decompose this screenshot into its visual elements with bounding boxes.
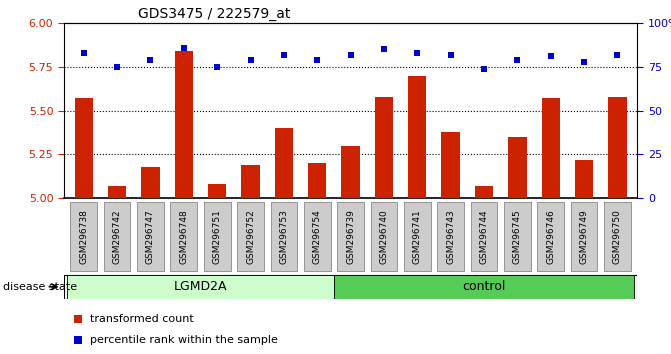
Text: GSM296754: GSM296754 [313,209,321,264]
FancyBboxPatch shape [104,202,130,270]
Point [72,337,83,343]
Bar [208,184,226,198]
Text: GSM296752: GSM296752 [246,209,255,264]
Point [345,52,356,57]
FancyBboxPatch shape [370,202,397,270]
Text: GSM296739: GSM296739 [346,209,355,264]
Bar [475,186,493,198]
Text: GSM296742: GSM296742 [113,209,121,264]
Text: control: control [462,280,506,293]
Bar [375,97,393,198]
Point [72,316,83,321]
FancyBboxPatch shape [404,202,431,270]
Bar [142,167,160,198]
Text: GSM296744: GSM296744 [480,209,488,264]
Text: disease state: disease state [3,282,77,292]
Bar [174,51,193,198]
FancyBboxPatch shape [137,202,164,270]
Text: transformed count: transformed count [89,314,193,324]
Bar [308,163,326,198]
Text: GSM296751: GSM296751 [213,209,221,264]
FancyBboxPatch shape [504,202,531,270]
FancyBboxPatch shape [70,202,97,270]
Text: GSM296745: GSM296745 [513,209,522,264]
Bar [508,137,527,198]
Bar [108,186,126,198]
Text: GSM296748: GSM296748 [179,209,189,264]
Point [178,45,189,50]
Point [245,57,256,63]
Bar [74,98,93,198]
Point [79,50,89,56]
Bar [575,160,593,198]
Bar [242,165,260,198]
FancyBboxPatch shape [67,275,334,299]
Text: GSM296738: GSM296738 [79,209,89,264]
Point [145,57,156,63]
Point [312,57,323,63]
Point [478,66,489,72]
Point [112,64,123,70]
FancyBboxPatch shape [437,202,464,270]
FancyBboxPatch shape [270,202,297,270]
Point [612,52,623,57]
Point [378,46,389,52]
Text: LGMD2A: LGMD2A [174,280,227,293]
FancyBboxPatch shape [470,202,497,270]
Text: GSM296750: GSM296750 [613,209,622,264]
Bar [442,132,460,198]
Bar [541,98,560,198]
Bar [342,146,360,198]
Point [278,52,289,57]
FancyBboxPatch shape [204,202,231,270]
Point [546,53,556,59]
FancyBboxPatch shape [334,275,634,299]
Text: percentile rank within the sample: percentile rank within the sample [89,335,277,345]
FancyBboxPatch shape [338,202,364,270]
FancyBboxPatch shape [170,202,197,270]
Bar [609,97,627,198]
Point [446,52,456,57]
Text: GSM296747: GSM296747 [146,209,155,264]
Text: GDS3475 / 222579_at: GDS3475 / 222579_at [138,7,291,21]
Text: GSM296741: GSM296741 [413,209,422,264]
Text: GSM296743: GSM296743 [446,209,455,264]
Text: GSM296753: GSM296753 [279,209,289,264]
FancyBboxPatch shape [237,202,264,270]
FancyBboxPatch shape [304,202,331,270]
Point [412,50,423,56]
Point [512,57,523,63]
Text: GSM296746: GSM296746 [546,209,555,264]
Point [578,59,589,64]
FancyBboxPatch shape [604,202,631,270]
Point [212,64,223,70]
Text: GSM296749: GSM296749 [580,209,588,264]
Bar [274,128,293,198]
FancyBboxPatch shape [571,202,597,270]
Text: GSM296740: GSM296740 [380,209,389,264]
Bar [408,75,427,198]
FancyBboxPatch shape [537,202,564,270]
